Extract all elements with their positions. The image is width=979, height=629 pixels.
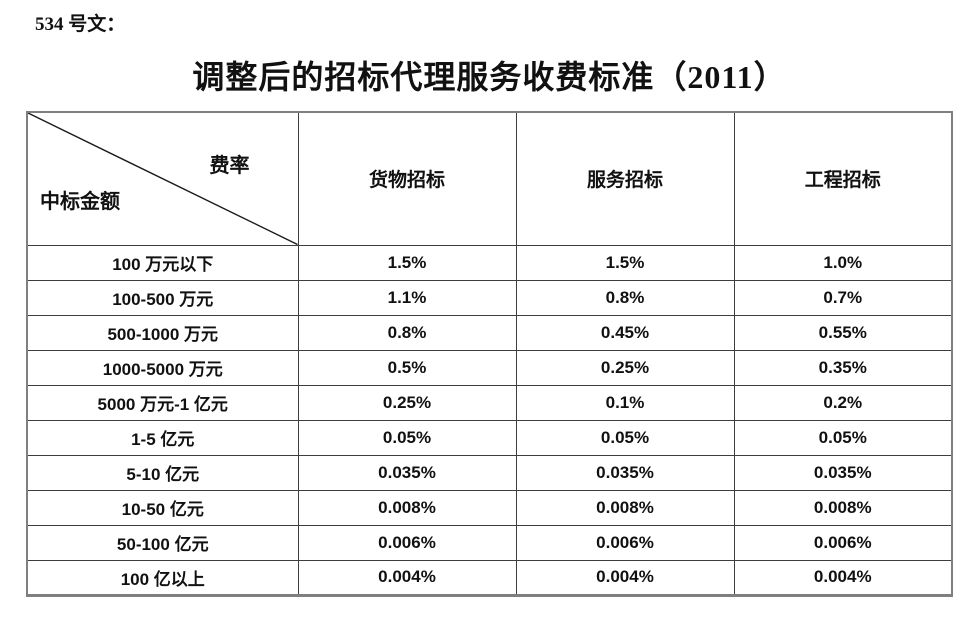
- engineering-rate: 0.35%: [733, 349, 953, 386]
- amount-range: 100-500 万元: [26, 279, 299, 316]
- service-rate: 0.25%: [515, 349, 735, 386]
- service-rate: 0.008%: [515, 489, 735, 526]
- service-rate: 0.8%: [515, 279, 735, 316]
- page-title: 调整后的招标代理服务收费标准（2011）: [192, 59, 787, 95]
- engineering-rate: 0.2%: [733, 384, 953, 421]
- table-row: 1000-5000 万元 0.5% 0.25% 0.35%: [26, 349, 953, 386]
- service-rate: 1.5%: [515, 244, 735, 281]
- engineering-rate: 0.035%: [733, 454, 953, 491]
- amount-range: 100 万元以下: [26, 244, 299, 281]
- amount-range: 500-1000 万元: [26, 314, 299, 351]
- column-header-engineering: 工程招标: [733, 111, 953, 246]
- goods-rate: 1.1%: [297, 279, 517, 316]
- corner-label-rate: 费率: [209, 155, 250, 177]
- corner-label-amount: 中标金额: [40, 191, 120, 213]
- amount-range: 10-50 亿元: [26, 489, 299, 526]
- amount-range: 1000-5000 万元: [26, 349, 299, 386]
- amount-range: 100 亿以上: [26, 559, 299, 596]
- goods-rate: 0.004%: [297, 559, 517, 596]
- goods-rate: 0.5%: [297, 349, 517, 386]
- goods-rate: 0.25%: [297, 384, 517, 421]
- engineering-rate: 0.008%: [733, 489, 953, 526]
- engineering-rate: 0.05%: [733, 419, 953, 456]
- table-row: 5000 万元-1 亿元 0.25% 0.1% 0.2%: [26, 384, 953, 421]
- table-header-row: 费率 中标金额 货物招标 服务招标 工程招标: [26, 111, 953, 246]
- table-row: 5-10 亿元 0.035% 0.035% 0.035%: [26, 454, 953, 491]
- service-rate: 0.035%: [515, 454, 735, 491]
- fee-rate-table: 费率 中标金额 货物招标 服务招标 工程招标 100 万元以下 1.5% 1.5…: [26, 111, 953, 597]
- engineering-rate: 0.004%: [733, 559, 953, 596]
- goods-rate: 0.035%: [297, 454, 517, 491]
- engineering-rate: 0.55%: [733, 314, 953, 351]
- amount-range: 50-100 亿元: [26, 524, 299, 561]
- table-row: 500-1000 万元 0.8% 0.45% 0.55%: [26, 314, 953, 351]
- service-rate: 0.006%: [515, 524, 735, 561]
- engineering-rate: 0.7%: [733, 279, 953, 316]
- table-row: 10-50 亿元 0.008% 0.008% 0.008%: [26, 489, 953, 526]
- goods-rate: 0.008%: [297, 489, 517, 526]
- engineering-rate: 1.0%: [733, 244, 953, 281]
- goods-rate: 0.006%: [297, 524, 517, 561]
- engineering-rate: 0.006%: [733, 524, 953, 561]
- amount-range: 1-5 亿元: [26, 419, 299, 456]
- service-rate: 0.05%: [515, 419, 735, 456]
- amount-range: 5-10 亿元: [26, 454, 299, 491]
- diagonal-divider-line: [28, 113, 298, 245]
- goods-rate: 0.8%: [297, 314, 517, 351]
- amount-range: 5000 万元-1 亿元: [26, 384, 299, 421]
- table-row: 100-500 万元 1.1% 0.8% 0.7%: [26, 279, 953, 316]
- table-row: 100 亿以上 0.004% 0.004% 0.004%: [26, 559, 953, 596]
- column-header-goods: 货物招标: [297, 111, 517, 246]
- table-row: 100 万元以下 1.5% 1.5% 1.0%: [26, 244, 953, 281]
- service-rate: 0.1%: [515, 384, 735, 421]
- column-header-service: 服务招标: [515, 111, 735, 246]
- service-rate: 0.004%: [515, 559, 735, 596]
- table-row: 50-100 亿元 0.006% 0.006% 0.006%: [26, 524, 953, 561]
- document-reference: 534 号文：: [35, 14, 126, 35]
- goods-rate: 0.05%: [297, 419, 517, 456]
- goods-rate: 1.5%: [297, 244, 517, 281]
- service-rate: 0.45%: [515, 314, 735, 351]
- diagonal-header-cell: 费率 中标金额: [26, 111, 299, 246]
- table-row: 1-5 亿元 0.05% 0.05% 0.05%: [26, 419, 953, 456]
